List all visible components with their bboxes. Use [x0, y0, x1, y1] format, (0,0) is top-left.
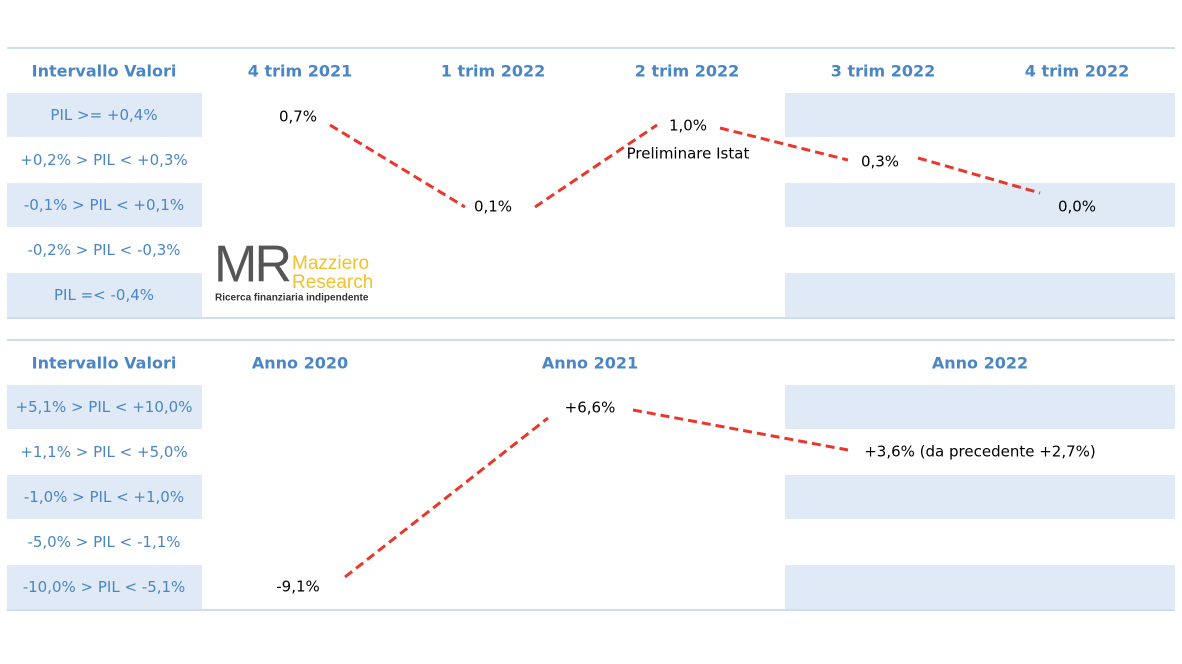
- row-shade: [7, 183, 202, 227]
- point-label: +6,6%: [565, 399, 616, 417]
- column-header: 4 trim 2022: [1025, 62, 1130, 81]
- point-label: 1,0%: [669, 117, 707, 135]
- column-header: Intervallo Valori: [32, 354, 177, 373]
- row-label: +1,1% > PIL < +5,0%: [20, 443, 187, 461]
- trend-line: [329, 123, 466, 209]
- point-note: Preliminare Istat: [627, 145, 750, 163]
- row-shade: [785, 385, 1175, 429]
- row-label: PIL =< -0,4%: [54, 286, 154, 304]
- row-shade: [7, 385, 202, 429]
- column-header: Anno 2021: [542, 354, 638, 373]
- row-shade: [785, 183, 1175, 227]
- logo-tagline: Ricerca finanziaria indipendente: [215, 293, 369, 304]
- row-shade: [785, 273, 1175, 317]
- column-header: Anno 2022: [932, 354, 1028, 373]
- point-label: +3,6% (da precedente +2,7%): [864, 443, 1096, 461]
- row-label: -5,0% > PIL < -1,1%: [27, 533, 180, 551]
- row-shade: [7, 93, 202, 137]
- point-label: 0,1%: [474, 198, 512, 216]
- row-label: +0,2% > PIL < +0,3%: [20, 151, 187, 169]
- point-label: -9,1%: [276, 578, 320, 596]
- logo-mark: MR: [214, 236, 292, 294]
- row-label: +5,1% > PIL < +10,0%: [16, 398, 193, 416]
- row-shade: [7, 565, 202, 609]
- row-label: -0,2% > PIL < -0,3%: [27, 241, 180, 259]
- row-shade: [7, 273, 202, 317]
- row-shade: [7, 475, 202, 519]
- column-header: 4 trim 2021: [248, 62, 353, 81]
- point-label: 0,3%: [861, 153, 899, 171]
- trend-line: [917, 156, 1041, 195]
- row-label: -0,1% > PIL < +0,1%: [24, 196, 184, 214]
- column-header: 1 trim 2022: [441, 62, 546, 81]
- row-label: -10,0% > PIL < -5,1%: [23, 578, 186, 596]
- trend-line: [534, 123, 658, 209]
- column-header: 3 trim 2022: [831, 62, 936, 81]
- row-shade: [785, 565, 1175, 609]
- row-label: PIL >= +0,4%: [50, 106, 157, 124]
- row-label: -1,0% > PIL < +1,0%: [24, 488, 184, 506]
- trend-line: [632, 408, 849, 452]
- logo-name: Mazziero: [292, 253, 369, 274]
- logo-name: Research: [292, 272, 373, 293]
- trend-line: [344, 416, 549, 579]
- row-shade: [785, 93, 1175, 137]
- row-shade: [785, 475, 1175, 519]
- column-header: 2 trim 2022: [635, 62, 740, 81]
- point-label: 0,0%: [1058, 198, 1096, 216]
- trend-line: [719, 126, 849, 162]
- point-label: 0,7%: [279, 108, 317, 126]
- column-header: Intervallo Valori: [32, 62, 177, 81]
- column-header: Anno 2020: [252, 354, 348, 373]
